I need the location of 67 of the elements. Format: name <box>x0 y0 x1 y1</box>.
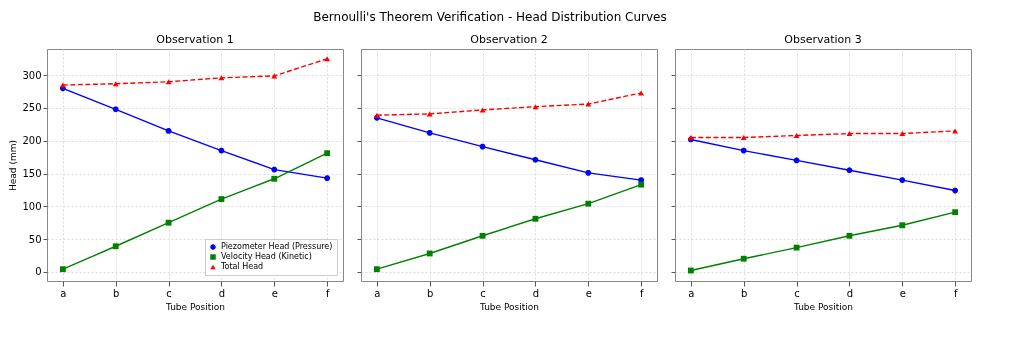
y-tick-label: 150 <box>22 168 42 180</box>
y-tick-label: 200 <box>22 135 42 147</box>
point <box>585 169 592 176</box>
point <box>952 187 959 194</box>
x-tick-label: d <box>846 287 854 299</box>
point <box>585 101 592 107</box>
legend-label: Velocity Head (Kinetic) <box>221 252 312 261</box>
point <box>112 243 119 250</box>
y-tick-label: 300 <box>22 69 42 81</box>
point <box>165 128 172 134</box>
point <box>793 157 800 164</box>
point <box>271 166 278 173</box>
point <box>846 167 853 174</box>
x-tick-label: d <box>218 287 226 299</box>
x-tick-label: d <box>532 287 540 299</box>
y-tick-label: 100 <box>22 200 42 212</box>
point <box>740 255 747 262</box>
x-axis-title: Tube Position <box>479 301 539 312</box>
x-tick-label: a <box>374 287 381 299</box>
point <box>899 177 906 183</box>
point <box>324 150 331 157</box>
point <box>846 131 853 137</box>
x-tick-label: b <box>427 287 434 299</box>
y-tick-label: 50 <box>28 233 42 245</box>
point <box>112 106 119 113</box>
point <box>952 209 959 216</box>
y-axis-title: Head (mm) <box>8 140 19 191</box>
point <box>324 175 331 182</box>
point <box>585 200 592 207</box>
x-tick-label: b <box>113 287 120 299</box>
point <box>59 82 66 88</box>
x-axis-title: Tube Position <box>793 301 853 312</box>
x-tick-label: f <box>639 287 644 299</box>
x-tick-label: f <box>325 287 330 299</box>
point <box>899 131 906 137</box>
x-tick-label: b <box>741 287 748 299</box>
x-tick-label: e <box>585 287 592 299</box>
chart-title: Observation 2 <box>470 33 548 46</box>
x-axis-title: Tube Position <box>165 301 225 312</box>
point <box>59 266 66 273</box>
point <box>479 143 486 150</box>
chart-title: Observation 3 <box>784 33 862 46</box>
legend-label: Piezometer Head (Pressure) <box>221 242 333 251</box>
legend-label: Total Head <box>220 262 264 271</box>
chart-title: Observation 1 <box>156 33 234 46</box>
y-tick-label: 250 <box>22 102 42 114</box>
point <box>532 104 539 110</box>
point <box>532 156 539 163</box>
point <box>740 147 747 154</box>
x-tick-label: f <box>953 287 958 299</box>
x-tick-label: c <box>166 287 172 299</box>
point <box>638 181 645 188</box>
point <box>271 175 278 182</box>
text: Bernoulli's Theorem Verification - Head Distribution Curves <box>313 9 667 24</box>
point <box>899 222 906 229</box>
point <box>373 266 380 273</box>
x-tick-label: e <box>271 287 278 299</box>
x-tick-label: a <box>688 287 695 299</box>
point <box>793 132 800 139</box>
y-tick-label: 0 <box>35 266 42 278</box>
x-tick-label: a <box>60 287 67 299</box>
point <box>740 134 747 140</box>
point <box>218 147 225 154</box>
x-tick-label: e <box>899 287 906 299</box>
x-tick-label: c <box>794 287 800 299</box>
x-tick-label: c <box>480 287 486 299</box>
point <box>426 129 433 136</box>
